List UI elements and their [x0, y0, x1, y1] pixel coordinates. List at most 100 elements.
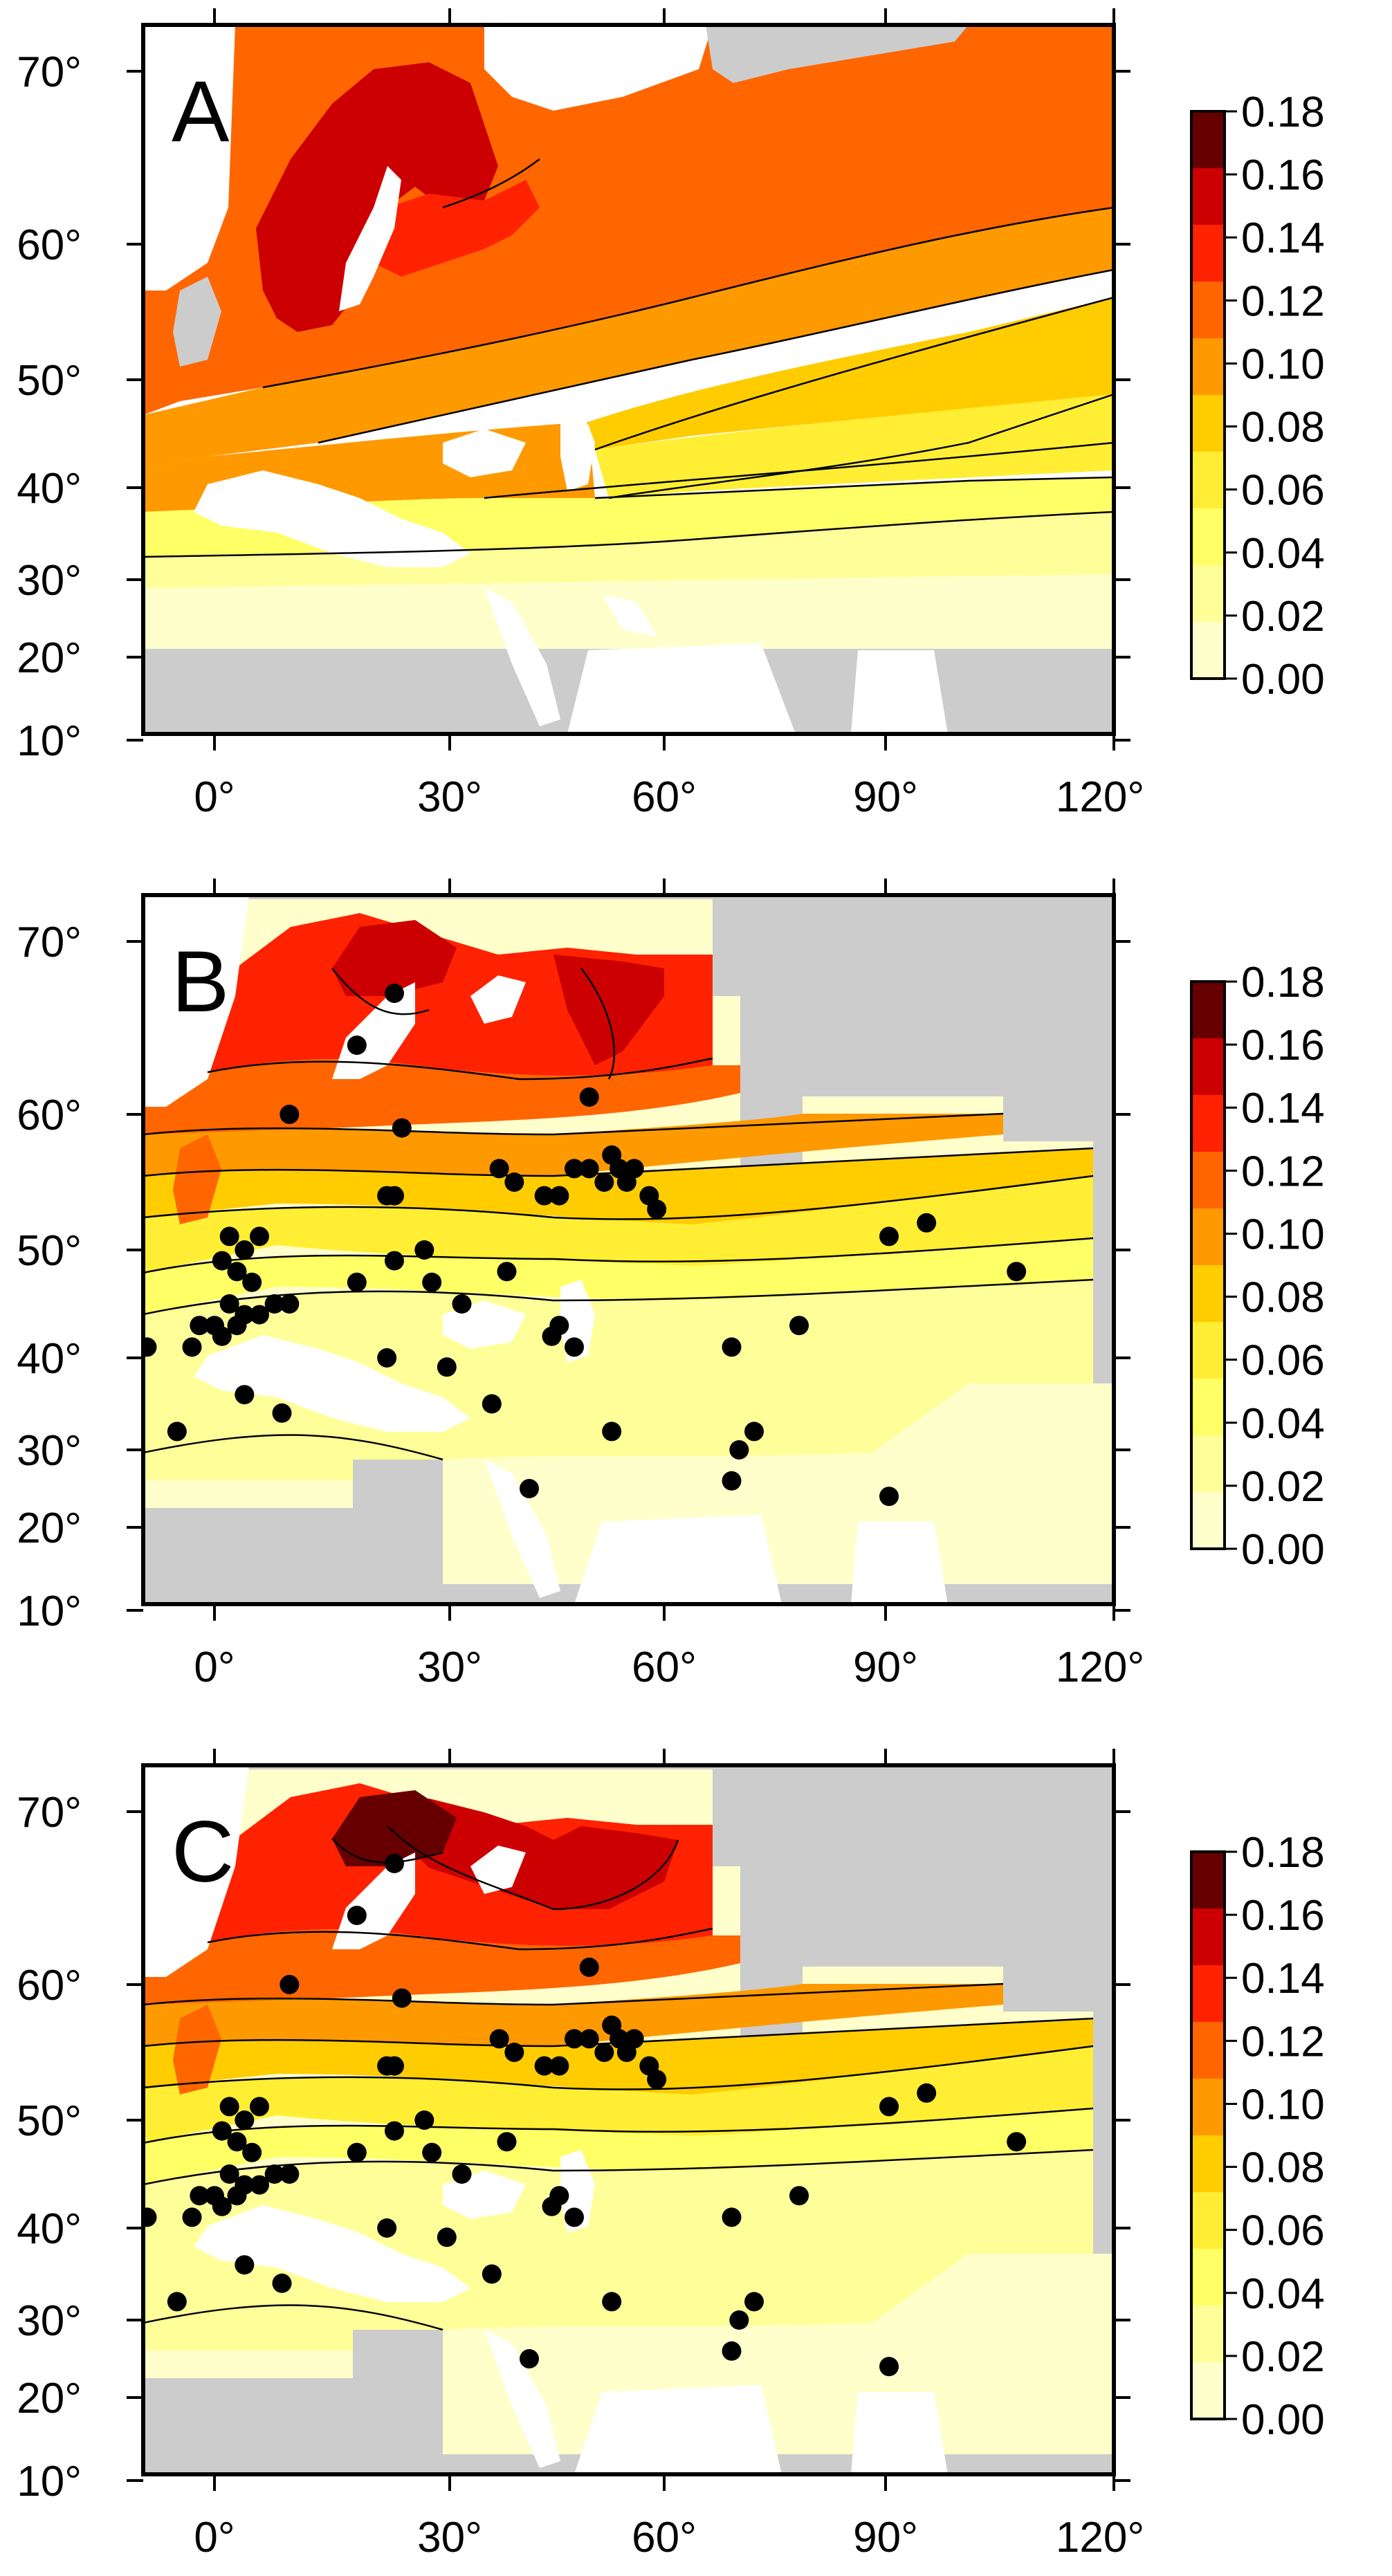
site-marker	[497, 1262, 517, 1282]
lon-tick-label: 60°	[632, 1644, 697, 1691]
colorbar-tick-label: 0.00	[1241, 656, 1325, 703]
lon-tick-label: 30°	[417, 773, 482, 821]
site-marker	[647, 2070, 667, 2090]
band-b-016b	[553, 955, 664, 1065]
site-marker	[219, 1294, 239, 1314]
site-marker	[227, 2132, 247, 2152]
site-marker	[242, 1272, 262, 1292]
lat-tick-label: 10°	[17, 1588, 82, 1635]
colorbar-tick-label: 0.16	[1241, 1892, 1325, 1940]
site-marker	[549, 2186, 569, 2206]
site-marker	[744, 2292, 764, 2312]
colorbar-swatch	[1191, 2362, 1225, 2420]
band-b-006	[143, 1176, 1093, 1273]
lat-tick-label: 50°	[17, 1227, 82, 1275]
site-marker	[347, 1036, 367, 1055]
band-c-006	[143, 2046, 1093, 2143]
colorbar-swatch	[1191, 168, 1225, 226]
site-marker	[722, 2341, 742, 2361]
band-a-007	[588, 297, 1114, 450]
colorbar-swatch	[1191, 622, 1225, 679]
land-a-arctic	[706, 25, 969, 83]
site-marker	[422, 1272, 442, 1292]
sea-b-white	[470, 975, 526, 1024]
site-marker	[227, 1262, 247, 1282]
site-marker	[744, 1422, 764, 1442]
site-marker	[264, 1294, 284, 1314]
colorbar-b: 0.18 0.16 0.14 0.12 0.10 0.08 0.06 0.04 0.02 0.00	[1190, 959, 1325, 1574]
site-marker	[392, 1988, 412, 2008]
band-b-016	[332, 920, 457, 996]
colorbar-swatch	[1191, 508, 1225, 566]
lat-tick-label: 60°	[17, 1092, 82, 1139]
site-marker	[235, 1305, 255, 1325]
site-marker	[534, 2056, 554, 2076]
site-marker	[520, 2349, 539, 2368]
map-a	[143, 25, 1114, 734]
site-marker	[414, 2110, 434, 2130]
colorbar-swatch	[1191, 1095, 1225, 1152]
site-marker	[1007, 1262, 1027, 1282]
sea-a-caspian	[560, 408, 595, 491]
panel-label: A	[172, 64, 230, 160]
lat-tick-label: 70°	[17, 1789, 82, 1837]
band-a-010	[143, 208, 1114, 470]
sea-a-baltic	[339, 166, 401, 311]
band-c-010	[143, 1984, 1003, 2046]
lon-tick-label: 30°	[417, 2514, 482, 2561]
land-a-uk	[173, 277, 221, 367]
site-marker	[602, 2292, 622, 2312]
colorbar-swatch	[1191, 338, 1225, 396]
colorbar-swatch	[1191, 452, 1225, 509]
site-marker	[534, 1186, 554, 1206]
site-marker	[212, 2121, 232, 2141]
site-marker	[565, 2029, 584, 2049]
axes-b: B 70° 60° 50° 40° 30° 20° 10° 0° 30° 60° 90° 120° 0.1…	[17, 878, 1325, 1691]
sea-a-arctic	[484, 25, 713, 111]
lat-tick-label: 30°	[17, 1427, 82, 1475]
colorbar-tick-label: 0.10	[1241, 1211, 1325, 1258]
sea-b-med	[194, 1335, 470, 1432]
panel-b	[141, 893, 1116, 1606]
panel-label: B	[172, 934, 229, 1030]
colorbar-swatch	[1191, 1265, 1225, 1323]
site-marker	[879, 2097, 899, 2117]
band-a-003	[143, 512, 1114, 588]
site-marker	[392, 1118, 412, 1138]
colorbar-swatch	[1191, 2022, 1225, 2079]
site-marker	[190, 2186, 210, 2206]
site-marker	[624, 2029, 644, 2049]
site-marker	[272, 2273, 292, 2293]
colorbar-swatch	[1191, 1038, 1225, 1096]
site-marker	[190, 1316, 210, 1336]
colorbar-swatch	[1191, 1852, 1225, 1909]
site-marker	[167, 1422, 187, 1442]
site-marker	[549, 2056, 569, 2076]
band-b-010	[143, 1114, 1003, 1176]
band-c-018	[332, 1790, 457, 1866]
lat-tick-label: 20°	[17, 1505, 82, 1552]
site-marker	[377, 2056, 397, 2076]
lat-tick-label: 40°	[17, 2205, 82, 2253]
lon-tick-label: 0°	[194, 2514, 235, 2561]
site-marker	[729, 1440, 749, 1460]
colorbar-tick-label: 0.10	[1241, 2081, 1325, 2128]
lat-tick-label: 70°	[17, 48, 82, 96]
colorbar-tick-label: 0.00	[1241, 2396, 1325, 2444]
site-marker	[347, 2142, 367, 2162]
colorbar-tick-label: 0.02	[1241, 2333, 1325, 2381]
site-marker	[729, 2310, 749, 2330]
axes-layer: A 70° 60° 50° 40° 30° 20° 10° 0° 30° 60° 90° 120° 0.1…	[17, 8, 1325, 2561]
site-marker	[489, 2029, 509, 2049]
site-marker	[647, 1199, 667, 1220]
site-marker	[579, 2029, 599, 2049]
site-marker	[504, 1172, 524, 1192]
site-marker	[722, 1337, 742, 1357]
site-marker	[212, 2196, 232, 2216]
site-marker	[280, 2164, 300, 2184]
colorbar-frame	[1190, 110, 1226, 680]
colorbar-tick-label: 0.02	[1241, 593, 1325, 641]
colorbar-tick-label: 0.12	[1241, 1148, 1325, 1195]
site-marker	[549, 1316, 569, 1336]
site-marker	[219, 2097, 239, 2117]
